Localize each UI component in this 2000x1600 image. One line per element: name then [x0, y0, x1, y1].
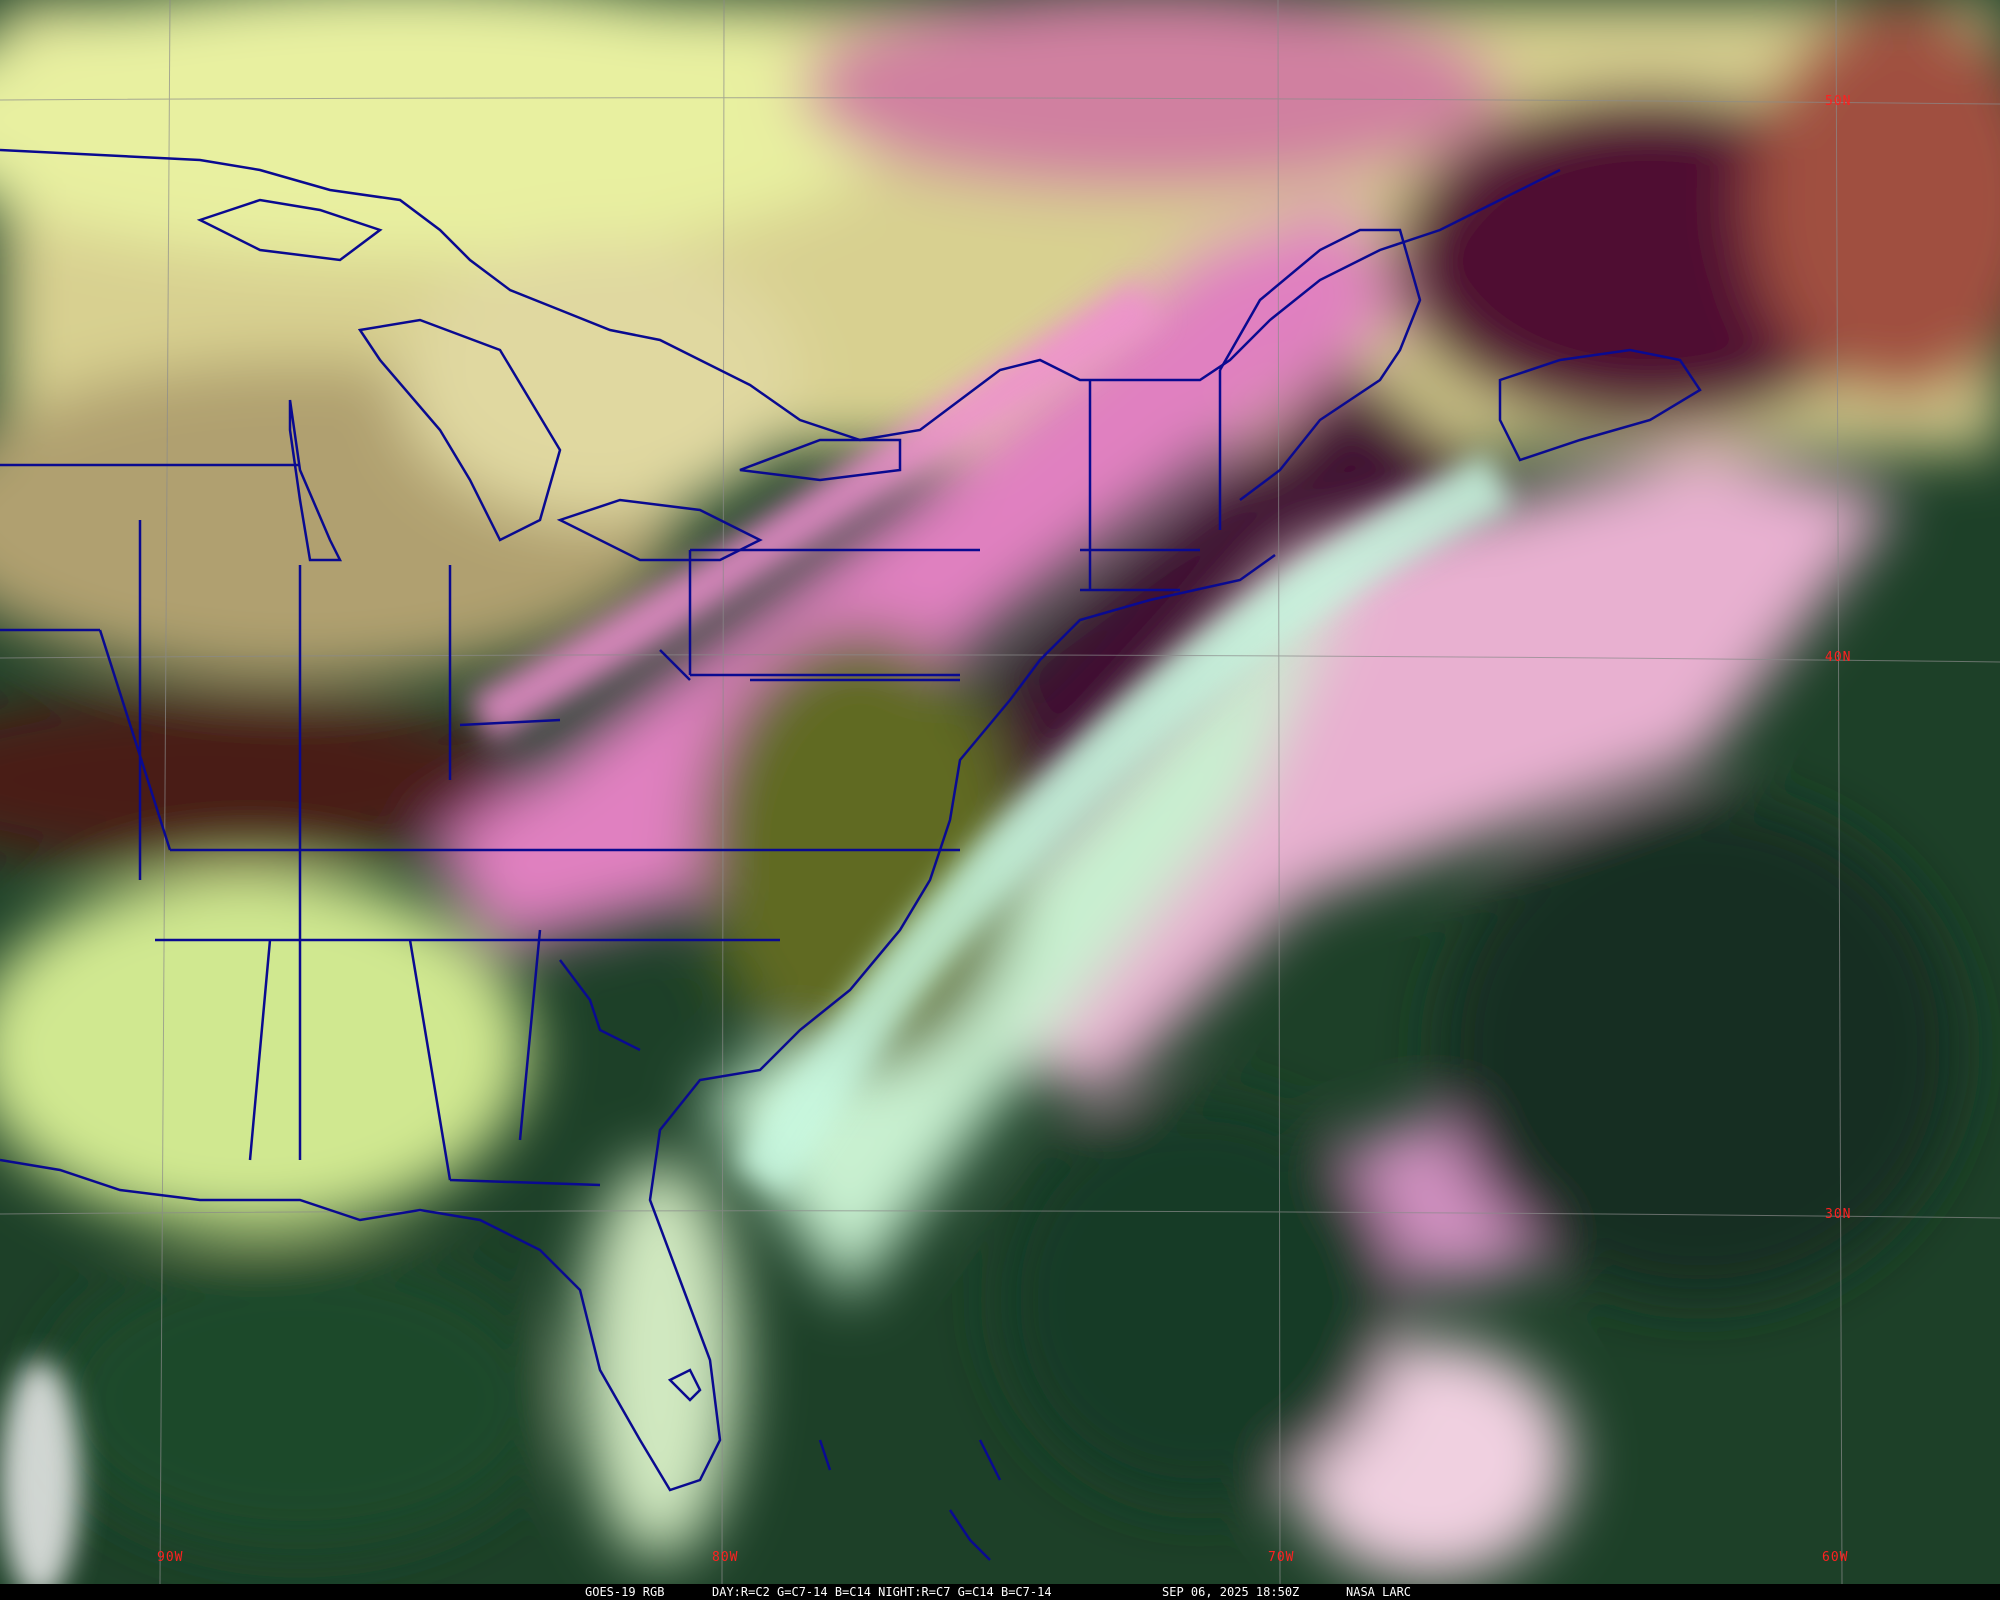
florida-lake [667, 1368, 702, 1402]
caption-product: GOES-19 RGB [585, 1585, 665, 1599]
political-boundaries [0, 148, 1702, 1561]
lat-label-50n: 50N [1825, 94, 1852, 109]
grid-line-30n [0, 1210, 2000, 1219]
grid-line-90w [159, 0, 171, 1584]
caption-bar: GOES-19 RGB DAY:R=C2 G=C7-14 B=C14 NIGHT… [0, 1584, 2000, 1600]
grid-line-80w [721, 0, 725, 1584]
nova-scotia [1498, 348, 1702, 462]
east-coastline [0, 553, 1276, 1492]
bahamas [818, 1439, 1002, 1561]
grid-line-50n [0, 97, 2000, 105]
caption-recipe: DAY:R=C2 G=C7-14 B=C14 NIGHT:R=C7 G=C14 … [712, 1585, 1052, 1599]
state-borders [0, 370, 1222, 1187]
great-lakes [196, 198, 902, 562]
lon-label-70w: 70W [1268, 1550, 1295, 1565]
lon-label-60w: 60W [1822, 1550, 1849, 1565]
grid-line-40n [0, 654, 2000, 663]
caption-source: NASA LARC [1346, 1585, 1412, 1599]
lon-label-90w: 90W [157, 1550, 184, 1565]
lon-label-80w: 80W [712, 1550, 739, 1565]
caption-datetime: SEP 06, 2025 18:50Z [1162, 1585, 1300, 1599]
grid-line-70w [1277, 0, 1281, 1584]
grid-line-60w [1835, 0, 1843, 1584]
us-canada-border [0, 148, 1561, 442]
lat-label-40n: 40N [1825, 650, 1852, 665]
maine-border [1218, 228, 1422, 501]
lat-label-30n: 30N [1825, 1207, 1852, 1222]
